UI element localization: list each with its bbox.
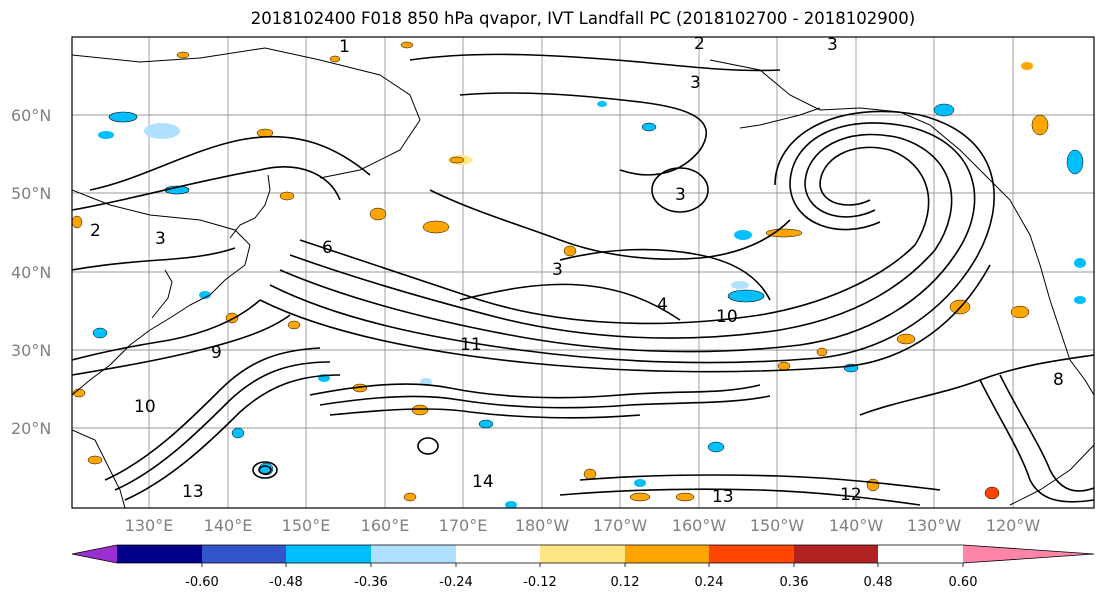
- contour-label: 3: [827, 35, 838, 55]
- colorbar-tick-label: -0.60: [185, 575, 219, 590]
- lon-label: 160°E: [361, 516, 410, 535]
- figure-title: 2018102400 F018 850 hPa qvapor, IVT Land…: [250, 9, 916, 28]
- lat-label-50n: 50°N: [11, 184, 51, 203]
- contour-label: 14: [472, 472, 494, 492]
- colorbar-extend-high: [963, 545, 1094, 563]
- lon-label: 130°W: [907, 516, 962, 535]
- contour-label: 2: [694, 34, 705, 54]
- colorbar-tick-label: 0.48: [864, 575, 893, 590]
- colorbar-tick-labels: -0.60 -0.48 -0.36 -0.24 -0.12 0.12 0.24 …: [185, 575, 977, 590]
- longitude-labels: 130°E 140°E 150°E 160°E 170°E 180°W 170°…: [125, 516, 1041, 535]
- colorbar-outline: [71, 544, 1095, 564]
- colorbar-swatch: [794, 545, 878, 563]
- colorbar-tick-label: 0.36: [780, 575, 809, 590]
- contour-label: 3: [690, 73, 701, 93]
- colorbar-extend-low: [72, 545, 117, 563]
- contour-label: 10: [716, 307, 738, 327]
- graticule: [72, 37, 1094, 508]
- contour-label: 3: [675, 185, 686, 205]
- map-frame: [71, 36, 1095, 509]
- lon-label: 130°E: [125, 516, 174, 535]
- latitude-labels: 60°N 50°N 40°N 30°N 20°N: [11, 106, 51, 438]
- colorbar-swatch: [456, 545, 540, 563]
- colorbar-swatch: [202, 545, 286, 563]
- lon-label: 170°E: [439, 516, 488, 535]
- colorbar-swatch: [709, 545, 794, 563]
- lat-label-30n: 30°N: [11, 341, 51, 360]
- colorbar-tick-label: -0.12: [523, 575, 557, 590]
- lon-label: 150°W: [750, 516, 805, 535]
- colorbar: [71, 544, 1095, 567]
- ivt-contours: [72, 53, 1094, 506]
- colorbar-tick-label: -0.36: [354, 575, 388, 590]
- lat-label-40n: 40°N: [11, 263, 51, 282]
- contour-label: 1: [339, 37, 350, 57]
- lon-label: 140°E: [204, 516, 253, 535]
- contour-label: 8: [1053, 370, 1064, 390]
- contour-label: 13: [182, 482, 204, 502]
- lon-label: 120°W: [986, 516, 1041, 535]
- contour-label: 9: [211, 343, 222, 363]
- lon-label: 180°W: [515, 516, 570, 535]
- contour-label: 4: [657, 295, 668, 315]
- contour-label: 11: [460, 335, 482, 355]
- lon-label: 150°E: [282, 516, 331, 535]
- shading-patches: [72, 41, 1086, 508]
- contour-label: 13: [712, 487, 734, 507]
- lon-label: 170°W: [593, 516, 648, 535]
- colorbar-swatch: [371, 545, 456, 563]
- contour-label: 6: [322, 238, 333, 258]
- colorbar-swatch: [540, 545, 625, 563]
- colorbar-swatch: [625, 545, 709, 563]
- lat-label-20n: 20°N: [11, 419, 51, 438]
- colorbar-swatch: [286, 545, 371, 563]
- coastlines: [72, 47, 1094, 508]
- colorbar-tick-label: -0.24: [439, 575, 473, 590]
- contour-label: 2: [90, 221, 101, 241]
- contour-label: 3: [155, 229, 166, 249]
- lat-label-60n: 60°N: [11, 106, 51, 125]
- contour-label: 10: [134, 397, 156, 417]
- colorbar-tick-label: 0.12: [611, 575, 640, 590]
- lon-label: 160°W: [672, 516, 727, 535]
- colorbar-swatch: [117, 545, 202, 563]
- contour-label: 3: [552, 260, 563, 280]
- lon-label: 140°W: [829, 516, 884, 535]
- contour-labels: 1 2 3 3 3 3 4 6 9 10 10 11 13 13 14 12 2…: [90, 34, 1064, 507]
- contour-label: 12: [840, 485, 862, 505]
- colorbar-tick-label: 0.24: [695, 575, 724, 590]
- colorbar-tick-label: -0.48: [269, 575, 303, 590]
- colorbar-tick-label: 0.60: [949, 575, 978, 590]
